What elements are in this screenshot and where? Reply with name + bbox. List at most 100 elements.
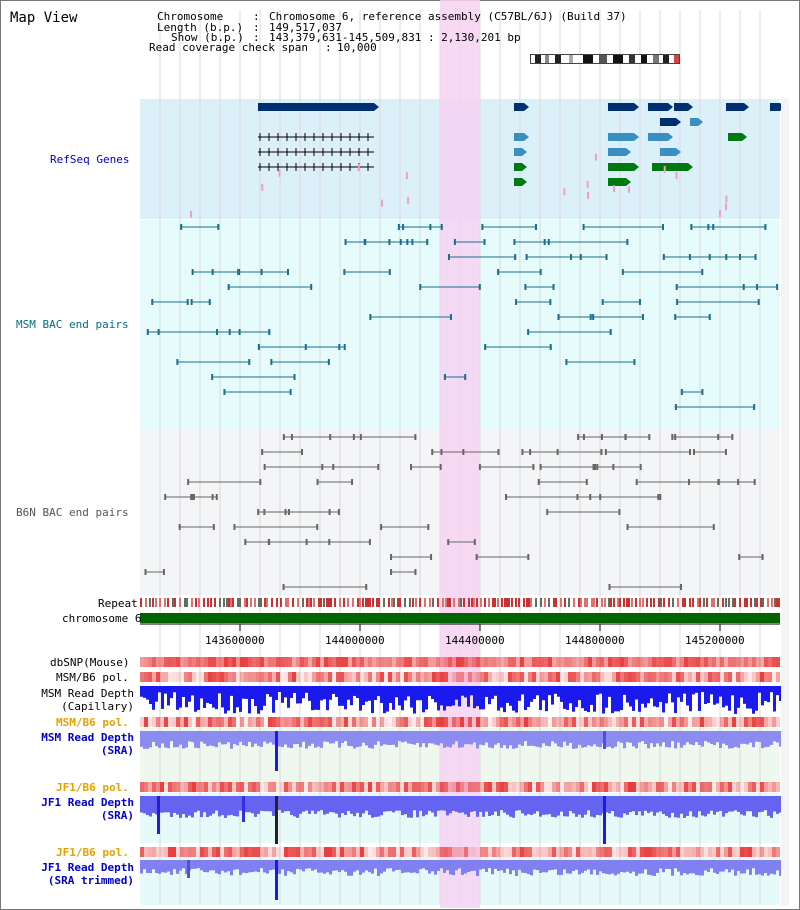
repeat-mark xyxy=(530,598,532,607)
depth-bar xyxy=(611,686,614,714)
track-label-msm-b6-pol-1[interactable]: MSM/B6 pol. xyxy=(56,671,129,684)
polymorphism-cell xyxy=(460,847,464,857)
depth-bar xyxy=(176,686,179,710)
depth-bar xyxy=(323,796,326,815)
track-label-dbsnp[interactable]: dbSNP(Mouse) xyxy=(50,656,130,669)
depth-bar xyxy=(551,686,554,705)
depth-bar xyxy=(422,860,425,869)
bac-end xyxy=(679,584,682,590)
bac-end xyxy=(411,239,414,245)
bac-end xyxy=(659,494,662,500)
bac-end xyxy=(186,299,189,305)
track-label-jf1-b6-pol-1[interactable]: JF1/B6 pol. xyxy=(56,781,129,794)
depth-bar xyxy=(539,860,542,873)
depth-bar xyxy=(734,686,737,714)
depth-bar xyxy=(251,796,254,814)
depth-bar xyxy=(521,731,524,746)
polymorphism-cell xyxy=(692,847,696,857)
depth-bar xyxy=(233,860,236,870)
depth-bar xyxy=(737,796,740,812)
snp-density-cell xyxy=(580,657,584,667)
snp-density-cell xyxy=(344,657,348,667)
gene-glyph xyxy=(652,163,688,171)
gene-fragment-mark xyxy=(586,180,589,188)
track-label-b6n-bac[interactable]: B6N BAC end pairs xyxy=(16,506,129,519)
depth-bar xyxy=(545,860,548,873)
depth-bar xyxy=(146,860,149,873)
depth-bar xyxy=(506,686,509,703)
depth-bar xyxy=(779,686,782,702)
track-label-repeat[interactable]: Repeat xyxy=(98,597,138,610)
polymorphism-cell xyxy=(648,847,652,857)
highlight-region xyxy=(440,0,480,908)
depth-bar xyxy=(203,860,206,873)
repeat-mark xyxy=(232,598,234,607)
polymorphism-cell xyxy=(424,717,428,727)
polymorphism-cell xyxy=(324,717,328,727)
depth-bar xyxy=(209,731,212,746)
depth-bar xyxy=(224,796,227,818)
polymorphism-cell xyxy=(504,847,508,857)
depth-bar xyxy=(194,731,197,748)
chromosome-ideogram[interactable] xyxy=(530,54,680,64)
depth-bar xyxy=(455,796,458,812)
depth-bar xyxy=(383,860,386,872)
polymorphism-cell xyxy=(776,672,780,682)
track-label-jf1-depth-sra[interactable]: JF1 Read Depth (SRA) xyxy=(36,796,134,822)
track-label-msm-depth-sra[interactable]: MSM Read Depth (SRA) xyxy=(36,731,134,757)
depth-bar xyxy=(422,686,425,713)
depth-bar xyxy=(452,731,455,745)
depth-bar xyxy=(395,796,398,811)
snp-density-cell xyxy=(568,657,572,667)
polymorphism-cell xyxy=(508,672,512,682)
depth-bar xyxy=(146,731,149,749)
snp-density-cell xyxy=(552,657,556,667)
depth-spike xyxy=(187,860,190,878)
depth-bar xyxy=(152,731,155,742)
polymorphism-cell xyxy=(344,847,348,857)
depth-bar xyxy=(326,686,329,711)
polymorphism-cell xyxy=(196,672,200,682)
depth-bar xyxy=(551,731,554,742)
depth-bar xyxy=(497,686,500,711)
depth-bar xyxy=(344,796,347,815)
depth-bar xyxy=(299,860,302,870)
track-label-chromosome[interactable]: chromosome 6 xyxy=(62,612,142,625)
polymorphism-cell xyxy=(484,672,488,682)
depth-bar xyxy=(698,796,701,812)
depth-bar xyxy=(533,860,536,870)
track-label-refseq[interactable]: RefSeq Genes xyxy=(50,153,130,166)
bac-end xyxy=(737,479,740,485)
depth-bar xyxy=(191,860,194,869)
polymorphism-cell xyxy=(404,847,408,857)
polymorphism-cell xyxy=(208,672,212,682)
depth-bar xyxy=(461,860,464,875)
depth-bar xyxy=(200,731,203,742)
depth-bar xyxy=(665,686,668,704)
depth-bar xyxy=(677,686,680,698)
polymorphism-cell xyxy=(504,717,508,727)
polymorphism-cell xyxy=(408,672,412,682)
depth-bar xyxy=(707,731,710,743)
bac-end xyxy=(633,359,636,365)
polymorphism-cell xyxy=(480,672,484,682)
depth-bar xyxy=(761,860,764,876)
track-label-msm-b6-pol-2[interactable]: MSM/B6 pol. xyxy=(56,716,129,729)
track-label-msm-depth-cap[interactable]: MSM Read Depth (Capillary) xyxy=(36,687,134,713)
polymorphism-cell xyxy=(576,717,580,727)
track-label-jf1-b6-pol-2[interactable]: JF1/B6 pol. xyxy=(56,846,129,859)
depth-bar xyxy=(620,796,623,818)
depth-bar xyxy=(422,796,425,817)
depth-bar xyxy=(527,796,530,815)
polymorphism-cell xyxy=(148,672,152,682)
depth-bar xyxy=(575,731,578,749)
track-label-jf1-depth-trim[interactable]: JF1 Read Depth (SRA trimmed) xyxy=(36,861,134,887)
polymorphism-cell xyxy=(756,847,760,857)
polymorphism-cell xyxy=(404,717,408,727)
repeat-mark xyxy=(642,598,644,607)
snp-density-cell xyxy=(596,657,600,667)
depth-bar xyxy=(383,731,386,745)
snp-density-cell xyxy=(392,657,396,667)
track-label-msm-bac[interactable]: MSM BAC end pairs xyxy=(16,318,129,331)
depth-bar xyxy=(464,796,467,815)
